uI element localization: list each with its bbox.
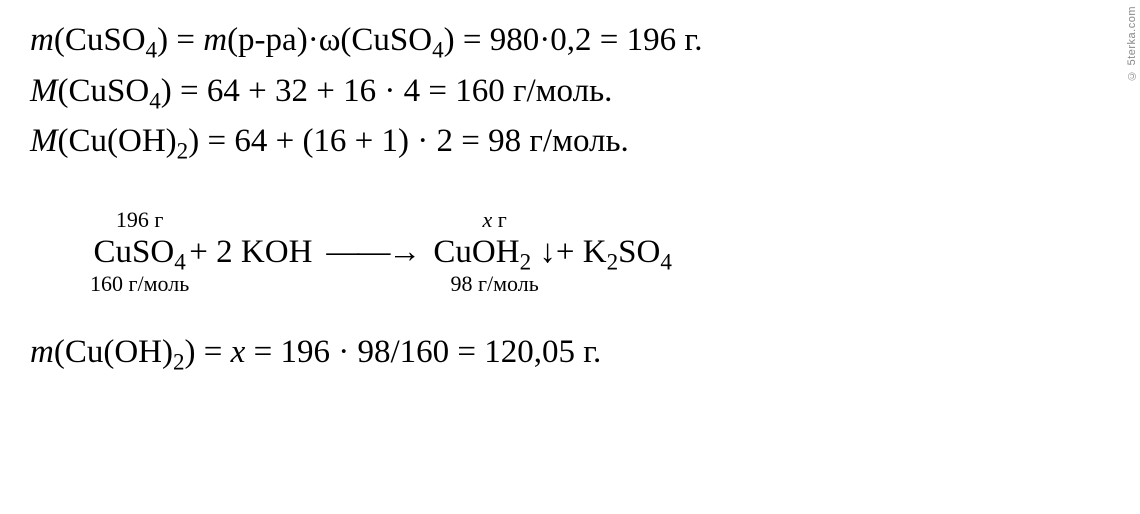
reaction-equation: 196 г CuSO4 160 г/моль . + 2 KOH . . ——→… (90, 208, 1110, 296)
watermark-text: © 5terka.com (1126, 6, 1138, 81)
precipitate-arrow-icon: ↓ (531, 234, 556, 270)
open-paren: ( (58, 73, 69, 109)
close-paren: ) (185, 334, 196, 370)
molar-annotation: 160 г/моль (90, 272, 189, 296)
species-k: K (583, 234, 607, 270)
omega: ω (319, 22, 341, 58)
open-paren: ( (340, 22, 351, 58)
close-paren: ) (188, 123, 199, 159)
species: CuSO (94, 234, 175, 270)
arg-solution: (р-ра) (227, 22, 308, 58)
arrow-op: . ——→ . (312, 208, 433, 296)
dot-op: · (308, 22, 319, 58)
subscript: 4 (146, 37, 158, 63)
species: CuOH (433, 234, 519, 270)
species-so: SO (618, 234, 660, 270)
species: CuSO (69, 73, 150, 109)
open-paren: ( (54, 22, 65, 58)
species-koh: KOH (241, 234, 313, 270)
rhs: 64 + (16 + 1) · 2 = 98 г/моль. (234, 123, 628, 159)
equals: = (168, 22, 203, 58)
var-M: M (30, 123, 58, 159)
coefficient: 2 (216, 234, 241, 270)
reaction-arrow-icon: ——→ (326, 234, 419, 270)
subscript: 2 (173, 349, 185, 375)
line-molar-cuso4: M(CuSO4) = 64 + 32 + 16 · 4 = 160 г/моль… (30, 69, 1110, 114)
equals: = (245, 334, 280, 370)
subscript: 4 (660, 248, 672, 274)
rhs: 196 · 98/160 = 120,05 г. (280, 334, 601, 370)
unit: г (492, 207, 507, 232)
term-cuoh2: x г CuOH2 ↓ 98 г/моль (433, 208, 555, 296)
subscript: 4 (149, 87, 161, 113)
var-m: m (203, 22, 227, 58)
molar-annotation: 98 г/моль (451, 272, 539, 296)
plus-op: . + K2SO4 . (556, 208, 672, 296)
line-result: m(Cu(OH)2) = x = 196 · 98/160 = 120,05 г… (30, 330, 1110, 375)
open-paren: ( (54, 334, 65, 370)
species: Cu(OH) (69, 123, 177, 159)
subscript: 2 (177, 138, 189, 164)
plus-op: . + 2 KOH . (189, 208, 312, 296)
var-x: x (483, 207, 493, 232)
line-mass-cuso4: m(CuSO4) = m(р-ра)·ω(CuSO4) = 980·0,2 = … (30, 18, 1110, 63)
equals: = (455, 22, 490, 58)
equals: = (199, 123, 234, 159)
subscript: 2 (607, 248, 619, 274)
line-molar-cuoh2: M(Cu(OH)2) = 64 + (16 + 1) · 2 = 98 г/мо… (30, 119, 1110, 164)
rhs: 64 + 32 + 16 · 4 = 160 г/моль. (207, 73, 613, 109)
species: CuSO (351, 22, 432, 58)
equals: = (196, 334, 231, 370)
subscript: 4 (432, 37, 444, 63)
close-paren: ) (161, 73, 172, 109)
plus: + (556, 234, 583, 270)
close-paren: ) (444, 22, 455, 58)
plus: + (189, 234, 216, 270)
term-cuso4: 196 г CuSO4 160 г/моль (90, 208, 189, 296)
var-m: m (30, 334, 54, 370)
open-paren: ( (58, 123, 69, 159)
var-m: m (30, 22, 54, 58)
solution-body: m(CuSO4) = m(р-ра)·ω(CuSO4) = 980·0,2 = … (0, 0, 1140, 390)
var-M: M (30, 73, 58, 109)
close-paren: ) (157, 22, 168, 58)
equals: = (172, 73, 207, 109)
var-x: x (231, 334, 246, 370)
mass-annotation: 196 г (116, 208, 164, 232)
mass-annotation-x: x г (483, 208, 507, 232)
numeric-result: 980·0,2 = 196 г. (490, 22, 703, 58)
species: CuSO (65, 22, 146, 58)
species: Cu(OH) (65, 334, 173, 370)
